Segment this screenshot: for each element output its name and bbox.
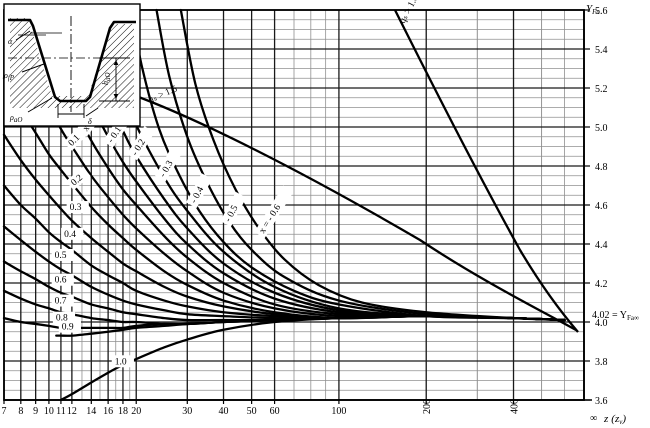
curve-label-knockout [61,227,84,240]
curve-label: 0.8 [56,314,68,324]
x-tick-label: 40 [219,406,229,417]
curve-label: 1.0 [115,357,127,367]
inset-tooth-outline [8,18,136,103]
y-tick-label: 4.6 [595,201,608,212]
y-axis-title: YFa [586,3,600,16]
curve-labels: x = - 0.6- 0.5- 0.4- 0.3- 0.2- 0.1x = 00… [51,102,294,368]
x-tick-label: 12 [67,406,77,417]
inset-label-delta: δ [88,117,92,126]
x-tick-label: 10 [44,406,54,417]
x-tick-label: 50 [247,406,257,417]
x-axis-title: z (zv) [603,413,626,426]
x-tick-label: 18 [118,406,128,417]
curve-label-group: 0.3 [66,201,89,214]
data-curve [179,8,566,322]
y-axis-tick-labels: 3.6 3.8 4.0 4.2 4.4 4.6 4.8 5.0 5.2 5.4 5.6 [584,6,608,407]
qs-1p5-boundary [135,94,577,332]
curve-label-knockout [155,147,182,182]
y-tick-label: 4.8 [595,162,608,173]
curve-label-knockout [51,273,74,286]
curve-label: 0.6 [55,276,67,286]
inset-delta-leader [85,107,99,117]
y-tick-label: 4.0 [595,318,608,329]
inset-label-rho-aO: ρaO [9,113,22,124]
curve-label-knockout [58,320,81,333]
x-axis-tick-labels: 7 8 9 10 11 12 14 16 18 20 30 40 50 60 100 200 400 [2,399,592,417]
qs-1p0-boundary [393,9,579,333]
curve-label-knockout [111,355,134,368]
data-curve [2,77,566,322]
data-curve [129,8,566,322]
curve-label-knockout [254,185,294,239]
y-tick-label: 4.2 [595,279,608,290]
x-tick-label: 16 [103,406,113,417]
curve-label-knockout [66,201,89,214]
x-tick-label: 30 [182,406,192,417]
y-tick-label: 5.4 [595,45,608,56]
curve-label-group: 0.6 [51,273,74,286]
curve-label-group: 1.0 [111,355,134,368]
x-tick-label: 8 [18,406,23,417]
curve-label: 0.5 [55,251,67,261]
inset-rhofP-leader [21,63,45,73]
curve-label-group: 0.4 [61,227,84,240]
x-tick-label: 11 [56,406,66,417]
data-curve [155,8,566,322]
x-tick-label: 20 [131,406,141,417]
curve-label-group: 0.5 [51,248,74,261]
curve-label-knockout [126,126,155,161]
curve-label: 0.4 [64,230,76,240]
curve-label: 0.3 [70,203,82,213]
inset-label-rho-fP: ρfP [3,71,15,82]
inset-hatching [10,18,134,108]
x-tick-label: 14 [86,406,96,417]
curve-label: 0.7 [55,297,67,307]
y-tick-label: 3.6 [595,396,608,407]
curve-label-knockout [63,126,88,151]
curve-label-knockout [65,166,91,191]
x-tick-label: 400 [510,399,521,414]
x-tick-label: 200 [422,399,433,414]
inset-rhoaO-leader [27,97,53,113]
inset-delta-dimension [57,104,85,118]
inset-alpha-leader [15,30,31,41]
x-tick-label: 100 [331,406,346,417]
x-tick-label: 9 [33,406,38,417]
curve-label-group: 0.9 [58,320,81,333]
curve-label-knockout [186,173,213,208]
y-tick-label: 4.4 [595,240,608,251]
x-tick-label: 60 [270,406,280,417]
curve-label: 0.9 [62,323,74,333]
inset-label-h-aO: haO [101,72,112,85]
y-tick-label: 3.8 [595,357,608,368]
y-tick-label: 5.6 [595,6,608,17]
curve-label-group: 0.7 [51,294,74,307]
x-tick-label: 7 [2,406,7,417]
y-tick-label: 5.0 [595,123,608,134]
y-tick-label: 5.2 [595,84,608,95]
curve-label-knockout [51,248,74,261]
convergence-annotation: 4.02 = YFa∞ [592,310,639,322]
x-axis-infinity-label: ∞ [590,413,597,424]
inset-label-alpha: α [8,37,13,46]
inset-haO-dimension [99,57,130,102]
curve-label-knockout [220,191,247,227]
inset-rack-profile: α ρfP ρaO haO δ [3,3,141,127]
curve-label-knockout [51,294,74,307]
